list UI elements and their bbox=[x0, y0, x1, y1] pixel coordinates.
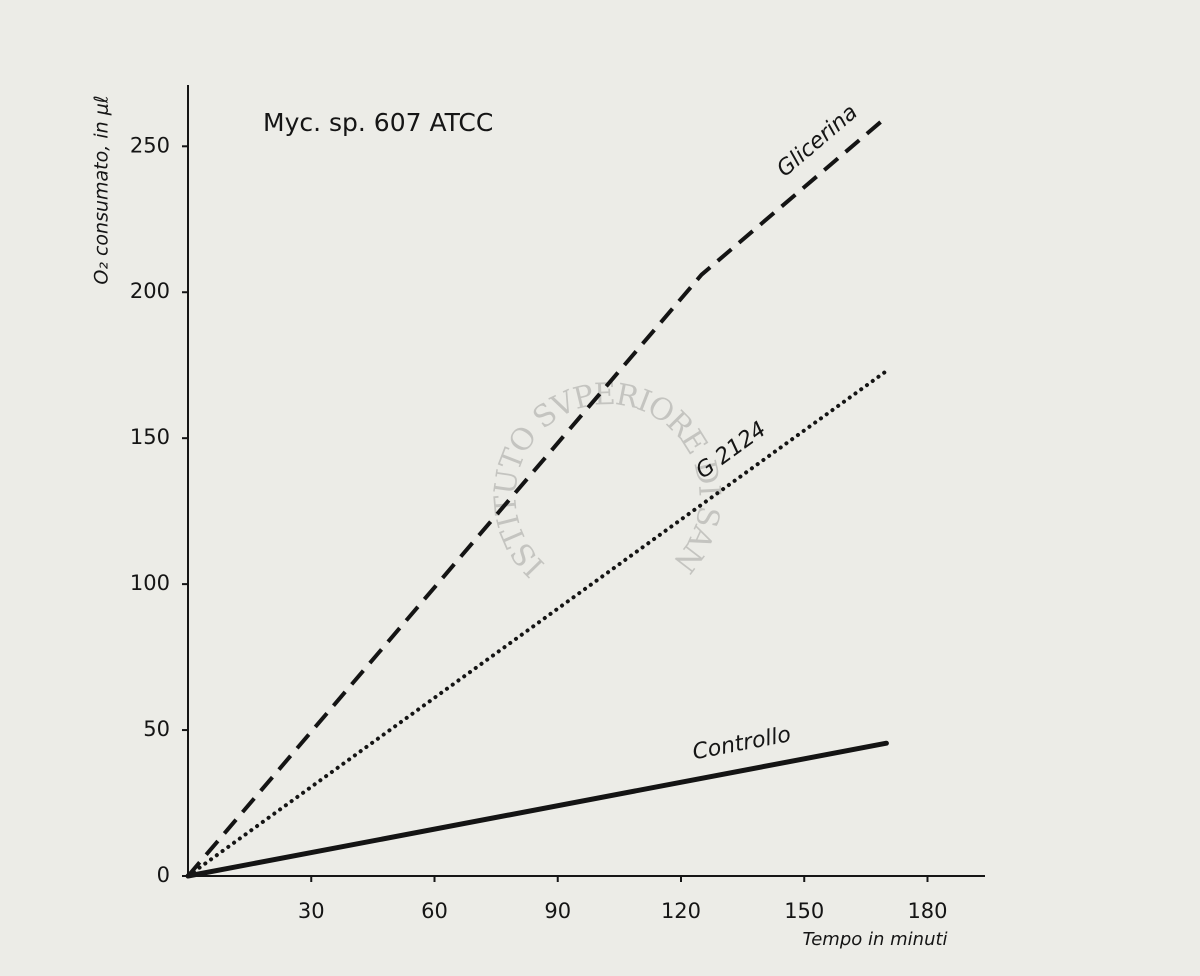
watermark: ISTITUTO SVPERIORE DI SANITA bbox=[0, 0, 727, 583]
y-tick-label: 150 bbox=[130, 425, 170, 449]
chart-title: Myc. sp. 607 ATCC bbox=[263, 108, 493, 137]
series-line bbox=[186, 115, 888, 878]
series-label: Glicerina bbox=[772, 100, 862, 182]
y-tick-label: 200 bbox=[130, 279, 170, 303]
watermark-text: ISTITUTO SVPERIORE DI SANITA bbox=[0, 0, 727, 583]
x-tick-label: 30 bbox=[298, 899, 325, 923]
x-tick-label: 120 bbox=[661, 899, 701, 923]
x-tick-label: 90 bbox=[544, 899, 571, 923]
y-tick-label: 0 bbox=[157, 863, 170, 887]
x-tick-label: 180 bbox=[907, 899, 947, 923]
x-axis-label: Tempo in minuti bbox=[802, 929, 947, 950]
y-tick-label: 50 bbox=[143, 717, 170, 741]
y-tick-label: 100 bbox=[130, 571, 170, 595]
y-axis-label: O₂ consumato, in μℓ bbox=[91, 95, 113, 284]
series-line bbox=[186, 369, 889, 878]
x-tick-label: 150 bbox=[784, 899, 824, 923]
x-tick-label: 60 bbox=[421, 899, 448, 923]
y-tick-label: 250 bbox=[130, 133, 170, 157]
series-label: Controllo bbox=[691, 722, 794, 765]
series-line bbox=[185, 740, 889, 879]
